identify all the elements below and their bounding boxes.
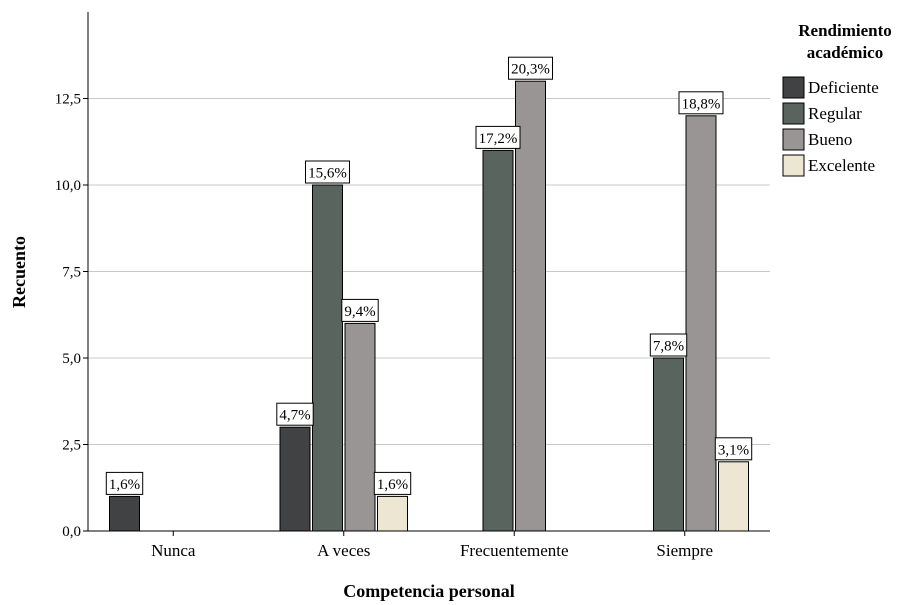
legend-title: académico — [807, 43, 883, 62]
data-label-box — [373, 471, 412, 495]
data-label-text: 20,3% — [511, 62, 550, 78]
data-label-box — [508, 56, 553, 80]
legend-swatch — [782, 76, 805, 99]
bar — [685, 115, 717, 532]
data-label-text: 9,4% — [344, 304, 375, 320]
legend-swatch — [782, 102, 805, 125]
data-label-text: 1,6% — [109, 477, 140, 493]
data-label: 15,6% — [305, 160, 350, 184]
x-tick-label: A veces — [317, 541, 370, 560]
data-label: 3,1% — [714, 437, 753, 461]
data-label: 1,6% — [373, 471, 412, 495]
data-label: 18,8% — [678, 91, 724, 115]
x-axis-title: Competencia personal — [343, 581, 514, 601]
data-label-box — [475, 125, 521, 149]
data-label-text: 4,7% — [279, 408, 310, 424]
bar — [279, 426, 311, 532]
y-tick-label: 10,0 — [55, 178, 81, 194]
bar — [312, 184, 343, 532]
data-label-box — [105, 471, 144, 495]
legend-swatch — [782, 154, 805, 177]
data-label-box — [678, 91, 724, 115]
legend-item: Regular — [782, 102, 862, 125]
data-label-box — [341, 298, 379, 322]
y-tick-label: 0,0 — [62, 524, 81, 540]
legend-title: Rendimiento — [798, 21, 892, 40]
x-tick-label: Siempre — [656, 541, 713, 560]
x-tick-label: Nunca — [151, 541, 196, 560]
legend-item: Bueno — [782, 128, 852, 151]
y-axis-title: Recuento — [9, 236, 29, 308]
y-tick-label: 2,5 — [62, 438, 81, 454]
y-tick-label: 7,5 — [62, 265, 81, 281]
data-label-text: 17,2% — [479, 131, 518, 147]
y-tick-label: 12,5 — [55, 92, 81, 108]
legend-label: Excelente — [808, 156, 875, 175]
data-label: 17,2% — [475, 125, 521, 149]
data-label: 7,8% — [649, 333, 688, 357]
bar — [653, 357, 684, 532]
data-label: 1,6% — [105, 471, 144, 495]
bar — [344, 322, 376, 532]
data-label-text: 1,6% — [377, 477, 408, 493]
data-label-box — [714, 437, 753, 461]
bar — [377, 495, 408, 532]
legend-swatch — [782, 128, 805, 151]
data-label-text: 15,6% — [308, 166, 347, 182]
legend-label: Deficiente — [808, 78, 879, 97]
legend: Rendimiento académico Deficiente Regular Bue… — [782, 21, 892, 177]
bar — [718, 461, 749, 532]
legend-label: Bueno — [808, 130, 852, 149]
bar — [109, 495, 140, 532]
data-label-text: 18,8% — [682, 96, 721, 112]
bar — [515, 80, 546, 532]
data-label: 4,7% — [276, 402, 314, 426]
legend-item: Deficiente — [782, 76, 879, 99]
legend-item: Excelente — [782, 154, 875, 177]
y-tick-label: 5,0 — [62, 351, 81, 367]
data-label-box — [649, 333, 688, 357]
axes: 0,0 2,5 5,0 7,5 10,0 12,5 Nunca A veces Frecuent… — [55, 12, 770, 560]
bar — [482, 149, 514, 532]
data-label-text: 3,1% — [718, 442, 749, 458]
legend-label: Regular — [808, 104, 862, 123]
x-tick-label: Frecuentemente — [460, 541, 569, 560]
data-label-box — [305, 160, 350, 184]
data-labels: 1,6% 4,7% 15,6% 9,4% 1,6% 17,2% 20,3% 7,8% 18,8%… — [105, 56, 753, 495]
bars — [109, 80, 749, 532]
data-label: 9,4% — [341, 298, 379, 322]
data-label-box — [276, 402, 314, 426]
data-label: 20,3% — [508, 56, 553, 80]
data-label-text: 7,8% — [653, 339, 684, 355]
